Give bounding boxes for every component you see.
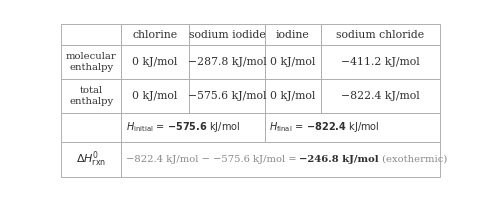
- Text: −575.6 kJ/mol: −575.6 kJ/mol: [187, 91, 265, 101]
- Bar: [61, 79, 121, 113]
- Bar: [264, 24, 320, 45]
- Text: (exothermic): (exothermic): [378, 155, 447, 164]
- Bar: [264, 113, 439, 142]
- Text: iodine: iodine: [275, 30, 309, 40]
- Bar: [264, 79, 320, 113]
- Text: 0 kJ/mol: 0 kJ/mol: [132, 57, 178, 67]
- Bar: [189, 45, 264, 79]
- Bar: [189, 24, 264, 45]
- Bar: [121, 142, 439, 177]
- Text: molecular
enthalpy: molecular enthalpy: [65, 53, 116, 72]
- Text: chlorine: chlorine: [132, 30, 177, 40]
- Bar: [264, 45, 320, 79]
- Bar: [61, 142, 121, 177]
- Text: sodium chloride: sodium chloride: [336, 30, 424, 40]
- Bar: [320, 24, 439, 45]
- Bar: [121, 79, 189, 113]
- Text: −246.8 kJ/mol: −246.8 kJ/mol: [299, 155, 378, 164]
- Text: −822.4 kJ/mol − −575.6 kJ/mol =: −822.4 kJ/mol − −575.6 kJ/mol =: [125, 155, 299, 164]
- Bar: [61, 24, 121, 45]
- Bar: [61, 113, 121, 142]
- Text: −411.2 kJ/mol: −411.2 kJ/mol: [340, 57, 419, 67]
- Bar: [121, 113, 264, 142]
- Text: 0 kJ/mol: 0 kJ/mol: [269, 91, 315, 101]
- Bar: [320, 45, 439, 79]
- Text: $H_{\mathrm{final}}$$\,=\,$$\mathbf{-822.4}$ kJ/mol: $H_{\mathrm{final}}$$\,=\,$$\mathbf{-822…: [268, 120, 379, 134]
- Bar: [121, 45, 189, 79]
- Text: $\Delta H^0_{\mathrm{rxn}}$: $\Delta H^0_{\mathrm{rxn}}$: [76, 150, 106, 169]
- Text: −822.4 kJ/mol: −822.4 kJ/mol: [340, 91, 419, 101]
- Text: 0 kJ/mol: 0 kJ/mol: [132, 91, 178, 101]
- Text: sodium iodide: sodium iodide: [188, 30, 265, 40]
- Bar: [121, 24, 189, 45]
- Bar: [61, 45, 121, 79]
- Bar: [320, 79, 439, 113]
- Bar: [189, 79, 264, 113]
- Text: −287.8 kJ/mol: −287.8 kJ/mol: [187, 57, 266, 67]
- Text: 0 kJ/mol: 0 kJ/mol: [269, 57, 315, 67]
- Text: total
enthalpy: total enthalpy: [69, 86, 113, 106]
- Text: $H_{\mathrm{initial}}$$\,=\,$$\mathbf{-575.6}$ kJ/mol: $H_{\mathrm{initial}}$$\,=\,$$\mathbf{-5…: [125, 120, 240, 134]
